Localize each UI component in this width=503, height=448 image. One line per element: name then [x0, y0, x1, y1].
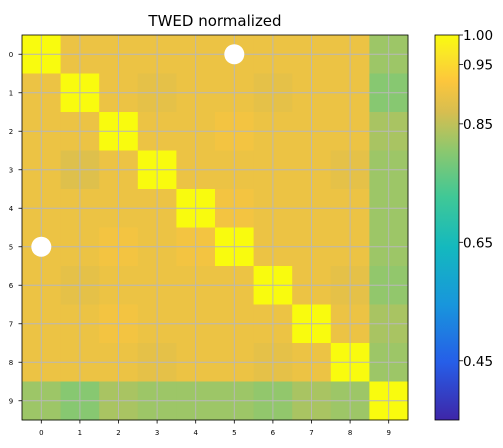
- x-tick-label: 4: [193, 429, 198, 437]
- colorbar-tick-label: 1.00: [463, 28, 493, 44]
- y-tick-label: 2: [9, 128, 13, 136]
- colorbar-tick-label: 0.85: [463, 117, 493, 133]
- x-tick-label: 6: [271, 429, 276, 437]
- y-axis-ticks: 0 1 2 3 4 5 6 7 8 9: [9, 51, 22, 405]
- colorbar-tick-label: 0.65: [463, 235, 493, 251]
- x-tick-label: 2: [116, 429, 120, 437]
- colorbar-tick-label: 0.95: [463, 58, 493, 74]
- heatmap-markers: [31, 44, 245, 257]
- heatmap-gridlines: [22, 35, 408, 420]
- x-axis-ticks: 0 1 2 3 4 5 6 7 8 9: [39, 420, 391, 437]
- x-tick-label: 0: [39, 429, 43, 437]
- chart-title: TWED normalized: [147, 12, 281, 30]
- y-tick-label: 6: [9, 282, 14, 290]
- y-tick-label: 8: [9, 359, 13, 367]
- x-tick-label: 7: [309, 429, 313, 437]
- y-tick-label: 3: [9, 166, 13, 174]
- marker-dot: [224, 44, 245, 65]
- colorbar: [434, 34, 460, 421]
- plot-frame: [21, 34, 409, 421]
- y-tick-label: 4: [9, 205, 14, 213]
- y-tick-label: 7: [9, 320, 13, 328]
- y-tick-label: 9: [9, 397, 13, 405]
- colorbar-tick-label: 0.45: [463, 354, 493, 370]
- x-tick-label: 3: [155, 429, 159, 437]
- x-tick-label: 8: [348, 429, 352, 437]
- colorbar-ticks: 0.45 0.65 0.85 0.95 1.00: [459, 28, 493, 370]
- x-tick-label: 1: [78, 429, 82, 437]
- y-tick-label: 0: [9, 51, 13, 59]
- x-tick-label: 5: [232, 429, 236, 437]
- y-tick-label: 5: [9, 243, 13, 251]
- x-tick-label: 9: [386, 429, 390, 437]
- marker-dot: [31, 236, 52, 257]
- y-tick-label: 1: [9, 89, 13, 97]
